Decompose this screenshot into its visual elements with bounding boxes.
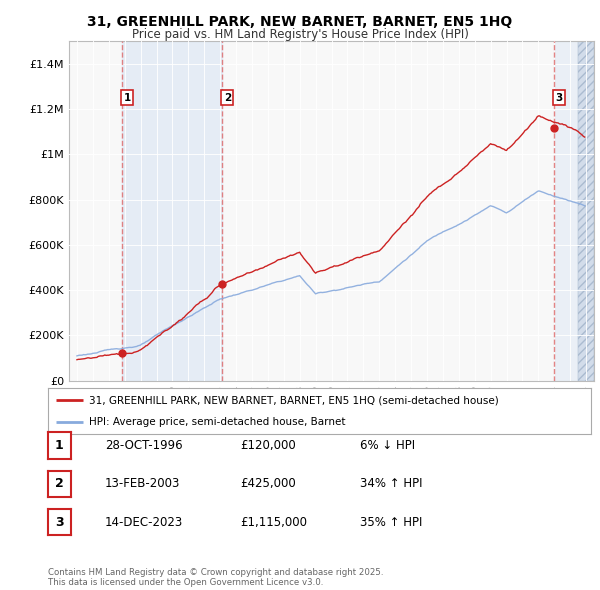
Text: 31, GREENHILL PARK, NEW BARNET, BARNET, EN5 1HQ (semi-detached house): 31, GREENHILL PARK, NEW BARNET, BARNET, … bbox=[89, 395, 499, 405]
Bar bbox=[578, 41, 594, 381]
Text: Contains HM Land Registry data © Crown copyright and database right 2025.
This d: Contains HM Land Registry data © Crown c… bbox=[48, 568, 383, 587]
Text: 14-DEC-2023: 14-DEC-2023 bbox=[105, 516, 183, 529]
Text: 28-OCT-1996: 28-OCT-1996 bbox=[105, 439, 182, 452]
Text: 1: 1 bbox=[124, 93, 131, 103]
Text: 3: 3 bbox=[55, 516, 64, 529]
Text: 2: 2 bbox=[55, 477, 64, 490]
Text: 1: 1 bbox=[55, 439, 64, 452]
Text: 3: 3 bbox=[555, 93, 562, 103]
Bar bbox=[578, 41, 594, 381]
Text: £120,000: £120,000 bbox=[240, 439, 296, 452]
Text: 35% ↑ HPI: 35% ↑ HPI bbox=[360, 516, 422, 529]
Text: 6% ↓ HPI: 6% ↓ HPI bbox=[360, 439, 415, 452]
Text: 2: 2 bbox=[224, 93, 231, 103]
Bar bbox=[554, 41, 594, 381]
Text: 13-FEB-2003: 13-FEB-2003 bbox=[105, 477, 181, 490]
Bar bbox=[122, 41, 222, 381]
Text: £425,000: £425,000 bbox=[240, 477, 296, 490]
Text: 31, GREENHILL PARK, NEW BARNET, BARNET, EN5 1HQ: 31, GREENHILL PARK, NEW BARNET, BARNET, … bbox=[88, 15, 512, 29]
Text: £1,115,000: £1,115,000 bbox=[240, 516, 307, 529]
Text: 34% ↑ HPI: 34% ↑ HPI bbox=[360, 477, 422, 490]
Text: HPI: Average price, semi-detached house, Barnet: HPI: Average price, semi-detached house,… bbox=[89, 417, 345, 427]
Text: Price paid vs. HM Land Registry's House Price Index (HPI): Price paid vs. HM Land Registry's House … bbox=[131, 28, 469, 41]
